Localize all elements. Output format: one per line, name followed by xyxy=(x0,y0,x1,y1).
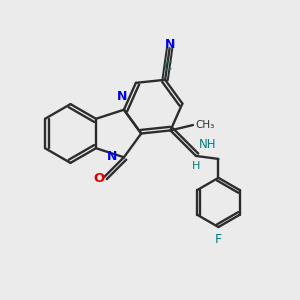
Text: CH₃: CH₃ xyxy=(195,120,214,130)
Text: NH: NH xyxy=(198,138,216,152)
Text: H: H xyxy=(192,161,200,171)
Text: N: N xyxy=(107,150,117,163)
Text: F: F xyxy=(215,233,222,246)
Text: N: N xyxy=(165,38,176,51)
Text: N: N xyxy=(117,90,128,103)
Text: C: C xyxy=(164,60,172,73)
Text: O: O xyxy=(93,172,105,185)
